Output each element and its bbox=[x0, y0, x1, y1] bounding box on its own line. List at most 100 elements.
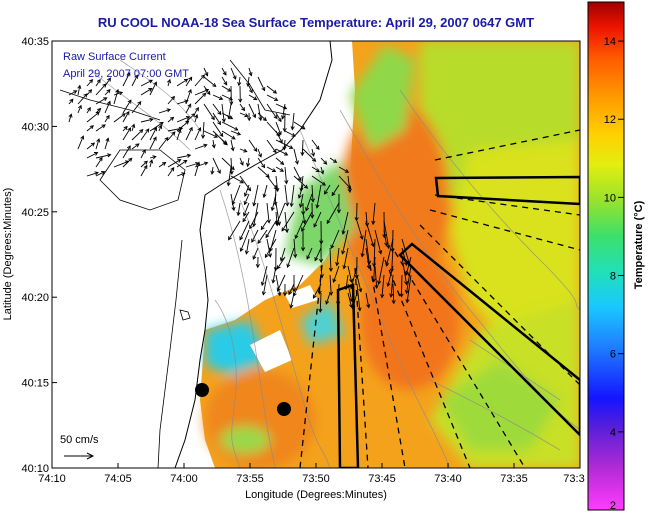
current-vector bbox=[242, 211, 250, 222]
current-vector bbox=[86, 152, 98, 159]
current-vector-head bbox=[80, 135, 85, 140]
current-vector-head bbox=[145, 128, 150, 133]
current-vector bbox=[301, 139, 304, 156]
current-vector-head bbox=[261, 291, 266, 296]
current-vector bbox=[227, 166, 232, 186]
y-tick-label: 40:35 bbox=[21, 36, 49, 48]
current-vector-head bbox=[298, 203, 304, 209]
current-vector bbox=[239, 157, 244, 166]
current-vector-head bbox=[273, 185, 278, 191]
current-vector bbox=[185, 113, 196, 123]
current-vector bbox=[140, 118, 153, 123]
current-vector bbox=[275, 274, 281, 296]
current-vector-head bbox=[301, 227, 305, 232]
current-vector-head bbox=[238, 98, 243, 103]
current-vector bbox=[230, 193, 235, 211]
current-vector bbox=[194, 127, 201, 141]
current-vector bbox=[253, 202, 259, 227]
current-vector bbox=[140, 79, 153, 87]
current-vector bbox=[176, 129, 181, 141]
current-vector bbox=[324, 184, 331, 195]
current-vector bbox=[347, 175, 351, 193]
current-vector-head bbox=[313, 223, 318, 228]
current-vector bbox=[86, 89, 92, 96]
current-vector-head bbox=[237, 81, 242, 87]
current-vector-head bbox=[126, 145, 131, 150]
current-vector-head bbox=[300, 247, 306, 252]
current-vector bbox=[272, 265, 277, 283]
current-vector bbox=[266, 166, 276, 172]
current-vector-head bbox=[251, 238, 255, 243]
current-vector-head bbox=[123, 125, 128, 131]
x-tick-label: 73:35 bbox=[500, 473, 528, 485]
current-vector bbox=[294, 220, 304, 239]
current-vector-head bbox=[252, 202, 257, 207]
current-vector bbox=[311, 148, 315, 157]
current-vector-head bbox=[185, 120, 190, 125]
current-vector-head bbox=[228, 96, 234, 101]
y-axis-label: Latitude (Degrees:Minutes) bbox=[2, 188, 14, 321]
current-vector-head bbox=[126, 71, 131, 77]
current-vector bbox=[365, 220, 374, 247]
current-vector-head bbox=[249, 89, 253, 94]
current-vectors bbox=[68, 67, 412, 313]
current-vector-head bbox=[210, 116, 215, 121]
current-vector-head bbox=[96, 78, 101, 84]
current-vector bbox=[293, 238, 296, 258]
current-vector-head bbox=[312, 294, 317, 299]
current-vector-head bbox=[272, 89, 278, 94]
current-vector-head bbox=[276, 265, 281, 270]
y-axis: 40:10 40:15 40:20 40:25 40:30 40:35 bbox=[21, 36, 57, 475]
current-vector bbox=[262, 274, 268, 295]
current-vector-head bbox=[321, 181, 326, 186]
current-vector bbox=[194, 107, 199, 114]
current-vector bbox=[194, 74, 205, 87]
current-vector bbox=[347, 265, 353, 283]
current-vector-head bbox=[247, 117, 252, 122]
current-vector-head bbox=[105, 114, 110, 120]
current-vector bbox=[104, 138, 109, 150]
current-vector-head bbox=[265, 233, 270, 239]
current-vector-head bbox=[231, 135, 236, 140]
current-vector bbox=[167, 79, 171, 87]
current-vector-head bbox=[262, 117, 267, 122]
current-vector bbox=[276, 256, 286, 269]
current-vector-head bbox=[320, 170, 325, 175]
current-vector bbox=[122, 145, 131, 159]
current-vector bbox=[194, 89, 209, 96]
current-vector-head bbox=[149, 159, 154, 164]
current-vector bbox=[336, 247, 340, 266]
current-vector-head bbox=[149, 117, 154, 122]
current-vector bbox=[291, 112, 295, 130]
current-vector bbox=[104, 89, 111, 96]
current-vector bbox=[356, 274, 362, 292]
current-vector-head bbox=[241, 106, 246, 112]
current-vector-head bbox=[399, 293, 404, 298]
current-vector bbox=[284, 211, 288, 233]
current-vector-head bbox=[162, 161, 167, 166]
current-vector bbox=[77, 85, 81, 96]
current-vector-head bbox=[243, 148, 248, 153]
current-vector bbox=[406, 274, 412, 303]
current-vector-head bbox=[391, 300, 396, 305]
current-vector bbox=[176, 154, 191, 159]
current-vector-head bbox=[196, 161, 201, 166]
current-vector-head bbox=[257, 239, 262, 245]
current-vector-head bbox=[89, 79, 94, 84]
y-tick-label: 40:15 bbox=[21, 378, 49, 390]
current-vector bbox=[221, 67, 227, 76]
current-vector bbox=[221, 130, 236, 140]
current-vector bbox=[277, 274, 286, 292]
current-vector-head bbox=[206, 90, 211, 96]
current-vector-head bbox=[255, 263, 260, 269]
current-vector-head bbox=[377, 280, 382, 285]
current-vector bbox=[301, 211, 313, 232]
current-vector bbox=[266, 85, 277, 94]
y-tick-label: 40:25 bbox=[21, 207, 49, 219]
current-vector bbox=[158, 125, 162, 132]
current-vector-head bbox=[264, 253, 269, 259]
current-vector bbox=[122, 157, 133, 168]
current-vector bbox=[320, 166, 324, 174]
colorbar-gradient bbox=[587, 1, 625, 511]
